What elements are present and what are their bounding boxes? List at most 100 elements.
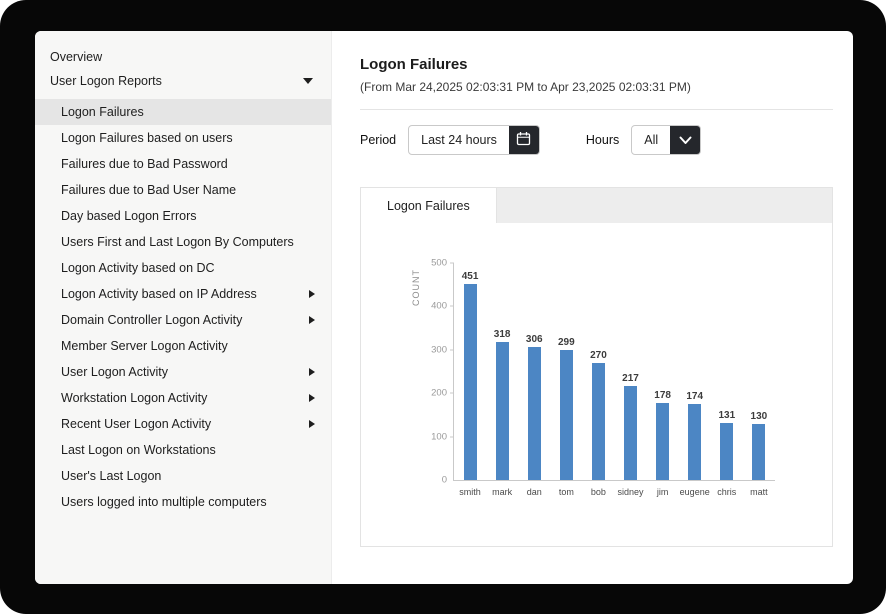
chevron-right-icon xyxy=(309,316,315,324)
hours-picker: All xyxy=(631,125,702,155)
sidebar-item-label: Failures due to Bad Password xyxy=(61,157,228,171)
calendar-icon xyxy=(516,131,531,149)
y-tick-label: 200 xyxy=(431,387,447,399)
bar[interactable] xyxy=(463,284,477,480)
tab-strip: Logon Failures xyxy=(361,188,832,223)
bar[interactable] xyxy=(720,423,734,480)
bar-group: 130 matt xyxy=(743,263,775,497)
main-content: Logon Failures (From Mar 24,2025 02:03:3… xyxy=(332,31,853,584)
bar-value-label: 217 xyxy=(622,372,639,384)
plot-area: 0 100 200 300 400 500 451 smith 318 mark 306 dan 299… xyxy=(431,258,775,497)
sidebar-item[interactable]: Failures due to Bad Password xyxy=(35,151,331,177)
period-value[interactable]: Last 24 hours xyxy=(421,133,497,147)
sidebar-item-label: Users First and Last Logon By Computers xyxy=(61,235,294,249)
bar-group: 270 bob xyxy=(582,263,614,497)
bar[interactable] xyxy=(624,385,638,480)
x-axis-label: dan xyxy=(526,487,542,497)
bar-group: 318 mark xyxy=(486,263,518,497)
sidebar-item[interactable]: Logon Activity based on DC xyxy=(35,255,331,281)
sidebar-item[interactable]: Users logged into multiple computers xyxy=(35,489,331,515)
page-title: Logon Failures xyxy=(360,56,468,73)
sidebar-item-label: Failures due to Bad User Name xyxy=(61,183,237,197)
y-axis-title: COUNT xyxy=(411,269,421,306)
y-tick-label: 100 xyxy=(431,431,447,443)
filter-controls: Period Last 24 hours Hours All xyxy=(360,125,833,155)
chevron-right-icon xyxy=(309,290,315,298)
x-axis-label: eugene xyxy=(679,487,710,497)
bar[interactable] xyxy=(656,402,670,480)
sidebar-item-label: Day based Logon Errors xyxy=(61,209,197,223)
sidebar-item-label: Users logged into multiple computers xyxy=(61,495,267,509)
sidebar-item[interactable]: Logon Failures xyxy=(35,99,331,125)
bar-value-label: 318 xyxy=(493,329,511,340)
bar[interactable] xyxy=(559,350,573,480)
sidebar-item[interactable]: User's Last Logon xyxy=(35,463,331,489)
bar-value-label: 451 xyxy=(461,271,479,283)
sidebar-item-label: Workstation Logon Activity xyxy=(61,391,208,405)
chevron-right-icon xyxy=(309,420,315,428)
bar-value-label: 130 xyxy=(750,410,768,422)
bar[interactable] xyxy=(591,362,605,480)
y-tick-label: 0 xyxy=(441,474,447,486)
sidebar-item[interactable]: User Logon Activity xyxy=(35,359,331,385)
report-date-range: (From Mar 24,2025 02:03:31 PM to Apr 23,… xyxy=(360,80,691,94)
bar[interactable] xyxy=(752,423,766,480)
sidebar-item[interactable]: Day based Logon Errors xyxy=(35,203,331,229)
hours-value[interactable]: All xyxy=(644,133,659,147)
app-window: Overview User Logon Reports Logon Failur… xyxy=(35,31,853,584)
x-axis-label: mark xyxy=(492,487,513,497)
bar-group: 174 eugene xyxy=(679,263,711,497)
y-tick-mark xyxy=(450,262,454,264)
sidebar-item[interactable]: Failures due to Bad User Name xyxy=(35,177,331,203)
x-axis-label: matt xyxy=(750,487,768,497)
sidebar-item[interactable]: Member Server Logon Activity xyxy=(35,333,331,359)
sidebar-menu: Logon Failures Logon Failures based on us… xyxy=(35,99,331,515)
bar-value-label: 174 xyxy=(686,391,704,403)
bar-group: 299 tom xyxy=(550,263,582,497)
bar-value-label: 306 xyxy=(525,334,543,346)
sidebar-item-label: Logon Activity based on IP Address xyxy=(61,287,257,301)
bar-group: 131 chris xyxy=(711,263,743,497)
tab-logon-failures[interactable]: Logon Failures xyxy=(361,188,497,223)
sidebar-item[interactable]: Last Logon on Workstations xyxy=(35,437,331,463)
y-tick-label: 400 xyxy=(431,300,447,312)
sidebar-item-label: Logon Failures xyxy=(61,105,144,119)
calendar-button[interactable] xyxy=(508,126,539,154)
sidebar-item-label: Recent User Logon Activity xyxy=(61,417,212,431)
bar-group: 451 smith xyxy=(454,263,486,497)
sidebar-section-user-logon-reports[interactable]: User Logon Reports xyxy=(35,69,331,93)
x-axis-label: tom xyxy=(558,487,574,497)
sidebar-item[interactable]: Users First and Last Logon By Computers xyxy=(35,229,331,255)
bar-group: 178 jim xyxy=(647,263,679,497)
y-tick-mark xyxy=(450,392,454,394)
report-panel: Logon Failures COUNT 0 100 200 300 400 500 451… xyxy=(360,187,833,547)
tab-label: Logon Failures xyxy=(387,198,470,213)
sidebar-item[interactable]: Logon Activity based on IP Address xyxy=(35,281,331,307)
hours-dropdown-button[interactable] xyxy=(670,126,701,154)
x-axis-label: jim xyxy=(656,487,669,497)
sidebar-item-label: User Logon Activity xyxy=(61,365,168,379)
sidebar-item[interactable]: Recent User Logon Activity xyxy=(35,411,331,437)
sidebar-item-overview[interactable]: Overview xyxy=(35,45,331,69)
chevron-right-icon xyxy=(309,394,315,402)
sidebar-item-label: Last Logon on Workstations xyxy=(61,443,216,457)
divider xyxy=(360,109,833,110)
bar[interactable] xyxy=(495,342,509,480)
sidebar-overview-label: Overview xyxy=(50,50,103,64)
sidebar-item-label: User's Last Logon xyxy=(61,469,162,483)
sidebar-item[interactable]: Logon Failures based on users xyxy=(35,125,331,151)
caret-down-icon xyxy=(303,78,313,84)
y-tick-label: 500 xyxy=(431,257,447,269)
bar[interactable] xyxy=(527,347,541,480)
sidebar-item[interactable]: Domain Controller Logon Activity xyxy=(35,307,331,333)
x-axis-label: bob xyxy=(590,487,606,497)
y-tick-mark xyxy=(450,436,454,438)
sidebar-item-label: Domain Controller Logon Activity xyxy=(61,313,243,327)
bar[interactable] xyxy=(688,404,702,480)
y-tick-mark xyxy=(450,305,454,307)
chevron-down-icon xyxy=(679,133,692,148)
chart-container: COUNT 0 100 200 300 400 500 451 smith 318 mark 306… xyxy=(361,223,832,497)
sidebar-item[interactable]: Workstation Logon Activity xyxy=(35,385,331,411)
x-axis-label: sidney xyxy=(617,487,644,497)
sidebar-section-label: User Logon Reports xyxy=(50,74,162,88)
